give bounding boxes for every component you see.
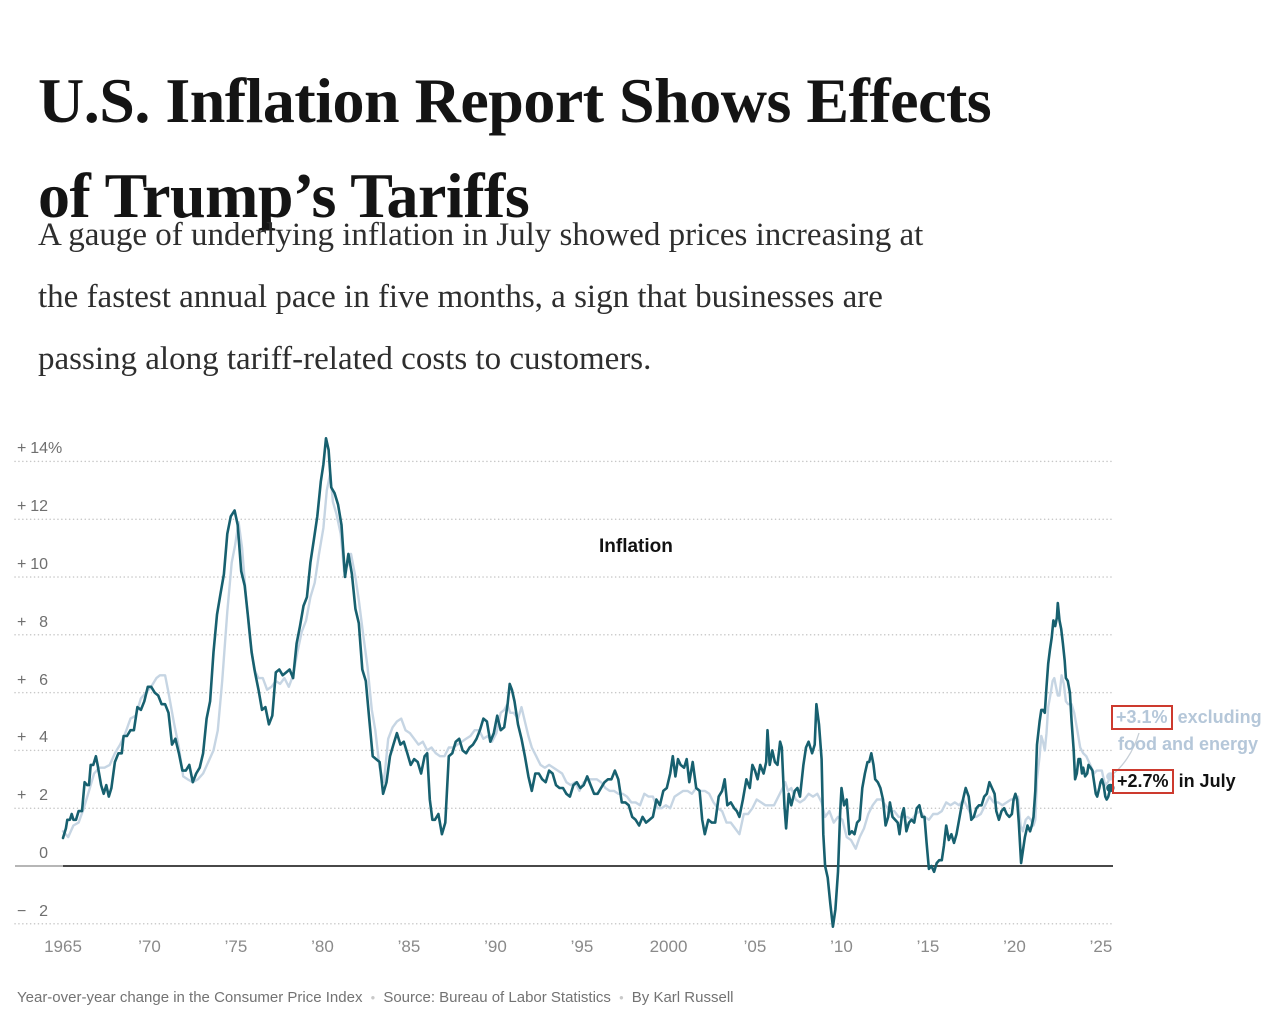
summary-line-2: the fastest annual pace in five months, … bbox=[38, 279, 883, 315]
headline-value-highlight-box: +2.7% bbox=[1112, 769, 1174, 794]
footnote-source: Source: Bureau of Labor Statistics bbox=[383, 989, 611, 1006]
y-tick-label-0: 0 bbox=[39, 845, 48, 862]
y-tick-label-4: +4 bbox=[17, 729, 48, 747]
separator-dot: ● bbox=[618, 993, 624, 1002]
x-tick-label-1970: ’70 bbox=[138, 937, 161, 956]
chart-canvas bbox=[14, 436, 1140, 929]
x-tick-label-1990: ’90 bbox=[484, 937, 507, 956]
y-tick-label-14: +14% bbox=[17, 440, 63, 458]
y-tick-label-8: +8 bbox=[17, 613, 48, 631]
annotation-core-cpi: +3.1% excluding food and energy bbox=[1111, 705, 1262, 755]
headline-line bbox=[61, 436, 1112, 929]
headline-label-after: in July bbox=[1178, 771, 1236, 791]
inflation-chart: +14% +12 +10 +8 +6 +4 +2 0 −2 1965 ’70 ’75 ’80 ’85 ’90… bbox=[0, 420, 1269, 980]
annotation-headline-cpi: +2.7% in July bbox=[1112, 769, 1236, 794]
annotation-core-line1: +3.1% excluding bbox=[1111, 705, 1262, 730]
article-summary: A gauge of underlying inflation in July … bbox=[38, 204, 1238, 390]
headline-line-1: U.S. Inflation Report Shows Effects bbox=[38, 64, 992, 136]
x-tick-label-1980: ’80 bbox=[311, 937, 334, 956]
footnote-note: Year-over-year change in the Consumer Pr… bbox=[17, 989, 363, 1006]
x-tick-label-2010: ’10 bbox=[830, 937, 853, 956]
x-tick-label-2000: 2000 bbox=[649, 937, 688, 956]
y-tick-label-6: +6 bbox=[17, 671, 48, 689]
x-tick-label-1975: ’75 bbox=[224, 937, 248, 956]
footnote-byline: By Karl Russell bbox=[631, 989, 734, 1006]
core-annotation-leader-line bbox=[1112, 732, 1140, 775]
separator-dot: ● bbox=[370, 993, 376, 1002]
y-tick-label-2: +2 bbox=[17, 787, 48, 805]
annotation-core-line2: food and energy bbox=[1118, 734, 1259, 754]
y-tick-label-10: +10 bbox=[17, 556, 48, 573]
core-label-after: excluding bbox=[1177, 707, 1262, 727]
x-tick-label-2015: ’15 bbox=[916, 937, 940, 956]
y-tick-label-12: +12 bbox=[17, 498, 48, 516]
y-tick-label--2: −2 bbox=[17, 902, 48, 920]
article-headline: U.S. Inflation Report Shows Effects of Tr… bbox=[38, 53, 1238, 243]
summary-line-1: A gauge of underlying inflation in July … bbox=[38, 217, 924, 253]
inflation-series-label: Inflation bbox=[599, 536, 673, 557]
core-line bbox=[61, 471, 1112, 850]
x-tick-label-2025: ’25 bbox=[1089, 937, 1113, 956]
x-tick-label-1995: ’95 bbox=[570, 937, 594, 956]
chart-footnote: Year-over-year change in the Consumer Pr… bbox=[17, 989, 733, 1006]
x-tick-label-2005: ’05 bbox=[743, 937, 767, 956]
summary-line-3: passing along tariff-related costs to cu… bbox=[38, 341, 652, 377]
x-tick-label-2020: ’20 bbox=[1003, 937, 1026, 956]
headline-line-2: of Trump’s Tariffs bbox=[38, 159, 530, 231]
core-value-highlight-box: +3.1% bbox=[1111, 705, 1173, 730]
x-tick-label-1965: 1965 bbox=[44, 937, 82, 956]
x-tick-label-1985: ’85 bbox=[397, 937, 421, 956]
